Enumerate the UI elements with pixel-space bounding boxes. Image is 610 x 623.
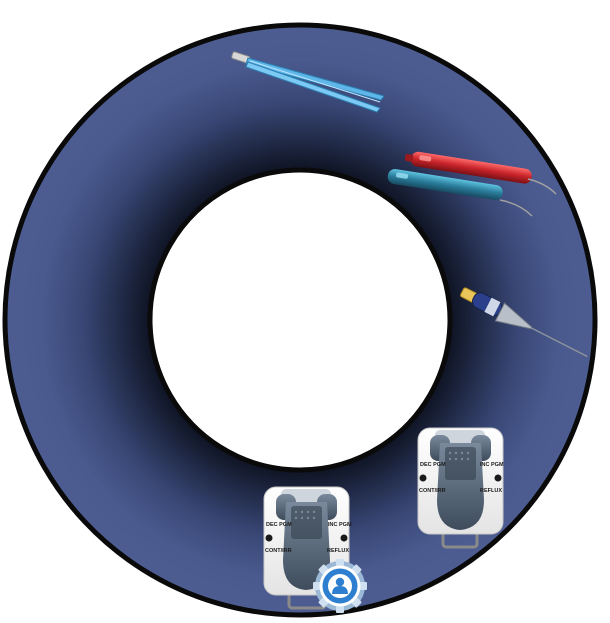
pedal-left-label-reflux: REFLUX [327,548,349,554]
pedal-right-label-dec-pgm: DEC PGM [420,462,446,468]
pedal-right-label-inc-pgm: INC PGM [480,462,504,468]
foot-pedal-left[interactable]: DEC PGM INC PGM CONT/IRR REFLUX [263,486,352,610]
teal-pen-electrode-icon[interactable] [387,168,533,217]
pedal-left-label-inc-pgm: INC PGM [328,522,352,528]
cone-probe-icon[interactable] [457,284,592,366]
foot-pedal-right[interactable]: DEC PGM INC PGM CONT/IRR REFLUX [417,427,504,549]
pedal-left-label-dec-pgm: DEC PGM [266,522,292,528]
user-gear-icon[interactable] [313,559,367,613]
pedal-left-label-cont-irr: CONT/IRR [265,548,292,554]
red-pen-electrode-icon[interactable] [404,150,557,195]
pedal-right-label-reflux: REFLUX [480,488,502,494]
forceps-icon[interactable] [231,51,385,113]
pedal-right-label-cont-irr: CONT/IRR [419,488,446,494]
